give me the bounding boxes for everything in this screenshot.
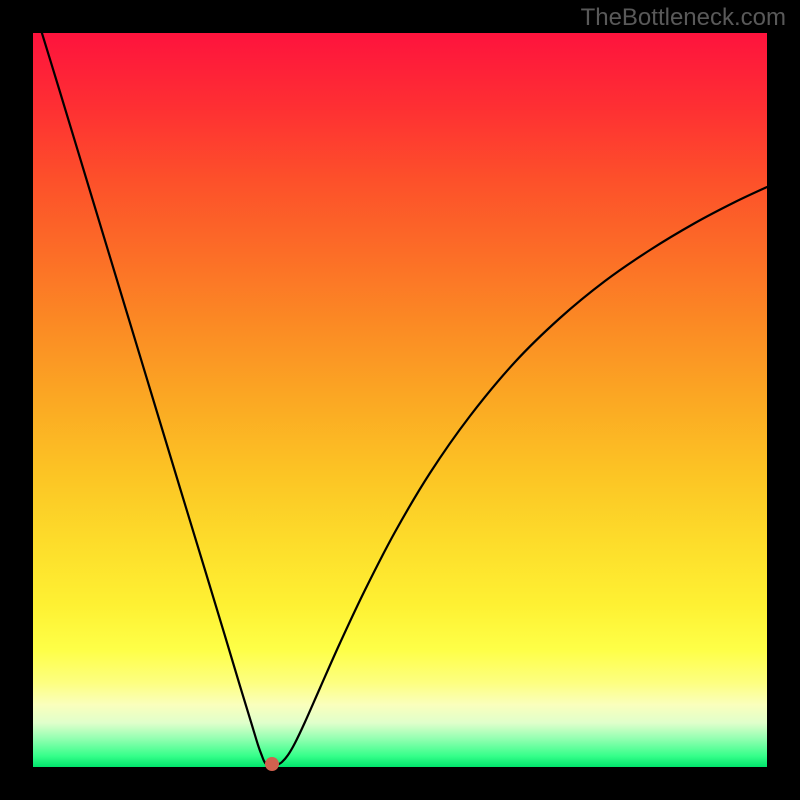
bottleneck-chart bbox=[0, 0, 800, 800]
chart-container: TheBottleneck.com bbox=[0, 0, 800, 800]
plot-area bbox=[33, 33, 767, 767]
optimum-marker bbox=[265, 757, 279, 771]
attribution-text: TheBottleneck.com bbox=[581, 4, 786, 32]
